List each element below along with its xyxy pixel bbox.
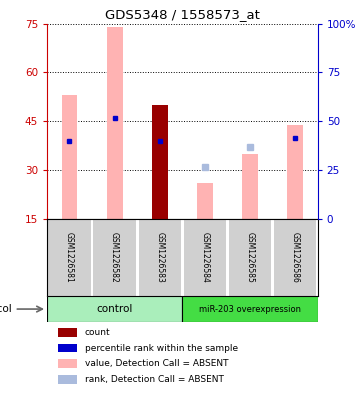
Text: count: count: [85, 328, 110, 337]
Bar: [58, 375, 77, 384]
Bar: [184, 219, 226, 296]
Text: GSM1226582: GSM1226582: [110, 232, 119, 283]
Text: value, Detection Call = ABSENT: value, Detection Call = ABSENT: [85, 359, 229, 368]
Bar: [274, 219, 316, 296]
Text: GSM1226583: GSM1226583: [155, 232, 164, 283]
Text: GSM1226584: GSM1226584: [200, 232, 209, 283]
Bar: [242, 154, 258, 219]
Bar: [58, 328, 77, 337]
Text: miR-203 overexpression: miR-203 overexpression: [199, 305, 301, 314]
Bar: [229, 219, 271, 296]
Bar: [152, 105, 168, 219]
Bar: [58, 359, 77, 368]
Bar: [93, 219, 136, 296]
Text: percentile rank within the sample: percentile rank within the sample: [85, 343, 238, 353]
Bar: [62, 95, 77, 219]
Bar: [182, 296, 318, 322]
Text: GSM1226581: GSM1226581: [65, 232, 74, 283]
Bar: [107, 27, 122, 219]
Text: control: control: [96, 304, 133, 314]
Text: GSM1226585: GSM1226585: [245, 232, 255, 283]
Title: GDS5348 / 1558573_at: GDS5348 / 1558573_at: [105, 8, 260, 21]
Text: protocol: protocol: [0, 304, 12, 314]
Bar: [287, 125, 303, 219]
Bar: [47, 296, 182, 322]
Bar: [58, 344, 77, 353]
Bar: [197, 183, 213, 219]
Bar: [48, 219, 91, 296]
Text: GSM1226586: GSM1226586: [291, 232, 300, 283]
Text: rank, Detection Call = ABSENT: rank, Detection Call = ABSENT: [85, 375, 224, 384]
Bar: [139, 219, 181, 296]
